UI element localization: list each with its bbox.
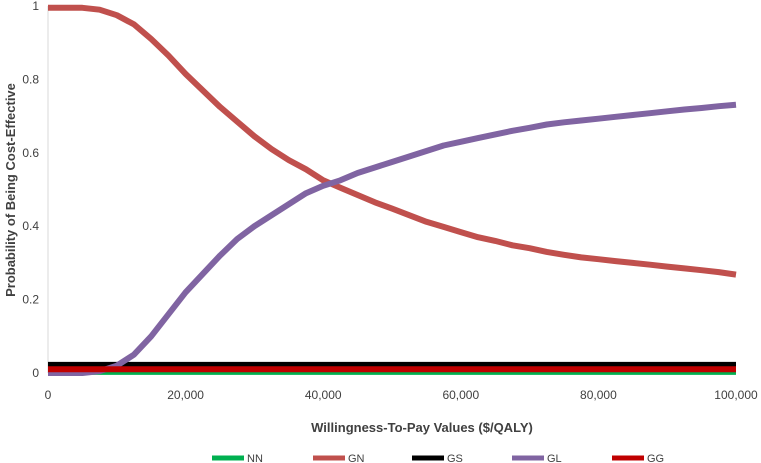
legend: NN GN GS GL GG <box>212 453 664 463</box>
y-tick-label: 0.8 <box>22 72 39 86</box>
legend-label: GS <box>447 453 463 463</box>
x-axis-ticks: 0 20,000 40,000 60,000 80,000 100,000 <box>45 388 758 402</box>
legend-label: GG <box>647 453 664 463</box>
y-axis-title: Probability of Being Cost-Effective <box>3 83 18 297</box>
series-line-gn <box>48 4 737 278</box>
legend-label: NN <box>247 453 263 463</box>
legend-item-gn: GN <box>313 453 365 463</box>
x-tick-label: 0 <box>45 388 52 402</box>
x-tick-label: 80,000 <box>580 388 617 402</box>
legend-label: GL <box>547 453 562 463</box>
y-tick-label: 0 <box>32 366 39 380</box>
y-tick-label: 0.4 <box>22 219 39 233</box>
y-tick-label: 1 <box>32 0 39 13</box>
y-tick-label: 0.2 <box>22 293 39 307</box>
x-tick-label: 20,000 <box>167 388 204 402</box>
series-layer <box>48 4 737 376</box>
y-tick-label: 0.6 <box>22 146 39 160</box>
plot-area <box>47 6 736 374</box>
legend-item-gs: GS <box>412 453 463 463</box>
legend-item-gg: GG <box>612 453 664 463</box>
legend-item-nn: NN <box>212 453 263 463</box>
series-line-gl <box>48 101 737 376</box>
legend-item-gl: GL <box>512 453 562 463</box>
x-tick-label: 40,000 <box>305 388 342 402</box>
legend-label: GN <box>348 453 365 463</box>
x-axis-title: Willingness-To-Pay Values ($/QALY) <box>311 420 533 435</box>
y-axis-ticks: 0 0.2 0.4 0.6 0.8 1 <box>22 0 39 380</box>
x-tick-label: 100,000 <box>714 388 758 402</box>
x-tick-label: 60,000 <box>442 388 479 402</box>
